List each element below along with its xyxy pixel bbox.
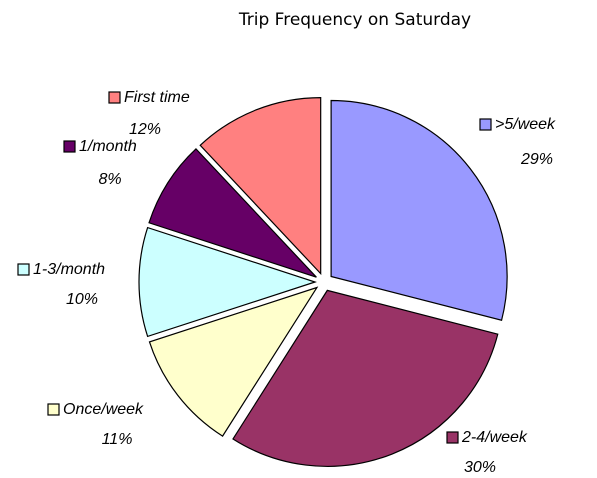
pie-slice (148, 286, 319, 437)
pie-slice (138, 226, 317, 338)
slice-value-label: 12% (129, 121, 161, 138)
slice-label: 2-4/week (461, 429, 528, 446)
pie-slice (148, 148, 317, 278)
pie-slice (232, 289, 499, 467)
legend-swatch (479, 118, 492, 131)
slice-value-label: 8% (98, 171, 121, 188)
legend-swatch (446, 431, 459, 444)
pie-slice (330, 99, 508, 321)
legend-swatch (108, 91, 121, 104)
slice-value-label: 10% (66, 291, 98, 308)
slice-label: >5/week (495, 116, 556, 133)
slice-label: Once/week (63, 401, 144, 418)
legend-swatch (47, 403, 60, 416)
slice-value-label: 11% (102, 431, 133, 448)
slice-value-label: 30% (464, 459, 496, 476)
slice-label: 1-3/month (33, 261, 105, 278)
legend-swatch (17, 263, 30, 276)
slice-value-label: 29% (520, 151, 553, 168)
slice-label: 1/month (79, 138, 137, 155)
slice-label: First time (124, 89, 190, 106)
pie-slice (199, 97, 322, 276)
legend-swatch (63, 140, 76, 153)
chart-title: Trip Frequency on Saturday (238, 10, 471, 30)
